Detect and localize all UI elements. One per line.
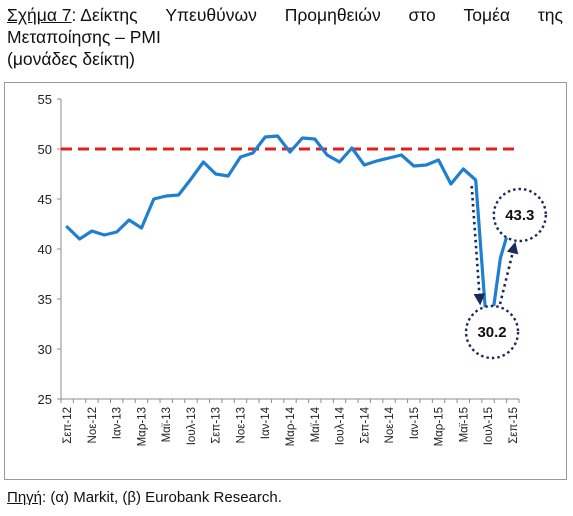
data-point	[437, 159, 440, 161]
data-point	[338, 161, 341, 163]
data-point	[376, 160, 378, 162]
data-point	[413, 165, 415, 167]
data-point	[326, 154, 328, 156]
pmi-series-line	[65, 134, 515, 349]
data-point	[351, 147, 353, 149]
data-point	[400, 154, 403, 156]
data-point	[227, 175, 229, 177]
data-point	[450, 183, 452, 185]
y-tick-label: 40	[38, 242, 52, 257]
x-tick-label: Μαρ-13	[136, 407, 148, 446]
annotation-min-circle	[464, 304, 520, 360]
x-tick-label: Σεπ-12	[62, 407, 74, 444]
title-word: Υπευθύνων	[165, 5, 257, 25]
y-tick-label: 55	[38, 92, 52, 107]
title-word: Προμηθειών	[284, 5, 381, 25]
x-tick-label: Νοε-13	[235, 407, 247, 443]
data-point	[264, 136, 266, 138]
y-tick-label: 25	[38, 392, 52, 407]
annotation-min-label: 30.2	[477, 324, 506, 341]
source-label: Πηγή	[7, 489, 43, 506]
annotation-last-label: 43.3	[505, 207, 534, 224]
x-tick-label: Ιαν-14	[260, 406, 272, 439]
arrow-to-recovery	[498, 241, 519, 305]
x-tick-label: Σεπ-13	[211, 407, 223, 444]
data-point	[215, 173, 217, 175]
data-point	[103, 234, 105, 236]
x-tick-label: Ιουλ-14	[335, 406, 347, 445]
title-word: στο	[408, 5, 436, 25]
data-point	[425, 164, 427, 166]
y-tick-label: 35	[38, 292, 52, 307]
data-point	[239, 156, 242, 158]
data-point	[140, 227, 143, 229]
chart-frame: 25 30 35 40 45 50 55 Σεπ-12 Νοε-12 Ιαν-13 Μαρ-13 Μα…	[4, 82, 567, 480]
x-tick-label: Νοε-14	[384, 406, 396, 443]
chart-subtitle: (μονάδες δείκτη)	[7, 49, 136, 69]
x-tick-label: Μαϊ-15	[458, 407, 470, 442]
data-point	[289, 151, 291, 153]
figure-number: Σχήμα 7	[7, 5, 72, 25]
title-word: της	[537, 5, 563, 25]
data-point	[277, 135, 279, 137]
y-tick-label: 45	[38, 192, 52, 207]
x-tick-label: Σεπ-15	[508, 407, 520, 444]
data-point	[78, 238, 81, 240]
data-point	[66, 226, 68, 228]
title-line-1: Σχήμα 7: Δείκτης Υπευθύνων Προμηθειών στ…	[7, 4, 563, 26]
x-tick-label: Νοε-12	[87, 407, 99, 443]
arrow-to-min	[470, 185, 486, 306]
title-word: : Δείκτης	[71, 5, 138, 25]
x-tick-label: Μαρ-15	[434, 407, 446, 446]
source-text: : (α) Markit, (β) Eurobank Research.	[42, 489, 282, 506]
data-point	[462, 168, 464, 170]
x-tick-label: Μαϊ-14	[310, 406, 322, 442]
title-line-2: Μεταποίησης – PMI	[7, 27, 161, 47]
data-point	[363, 164, 365, 166]
title-word: Τομέα	[463, 5, 511, 25]
x-tick-label: Μαρ-14	[285, 406, 297, 446]
data-point	[388, 157, 390, 159]
data-point	[499, 257, 502, 259]
data-point	[165, 195, 167, 197]
pmi-line-chart: 25 30 35 40 45 50 55 Σεπ-12 Νοε-12 Ιαν-13 Μαρ-13 Μα…	[38, 92, 548, 446]
annotation-last-circle	[492, 187, 548, 243]
data-point	[116, 231, 118, 233]
x-tick-label: Σεπ-14	[359, 406, 371, 443]
data-point	[153, 198, 155, 200]
data-point	[314, 138, 316, 140]
data-point	[301, 137, 303, 139]
x-tick-label: Ιαν-15	[409, 407, 421, 439]
data-point	[128, 219, 130, 221]
y-tick-label: 50	[38, 142, 52, 157]
chart-title: Σχήμα 7: Δείκτης Υπευθύνων Προμηθειών στ…	[7, 4, 563, 70]
data-point	[190, 178, 192, 180]
data-point	[475, 179, 477, 181]
x-tick-label: Ιουλ-15	[483, 407, 495, 445]
data-point	[202, 161, 204, 163]
y-tick-label: 30	[38, 342, 52, 357]
x-tick-label: Μαϊ-13	[161, 407, 173, 442]
data-point	[91, 230, 93, 232]
source-note: Πηγή: (α) Markit, (β) Eurobank Research.	[7, 488, 282, 508]
data-point	[252, 152, 254, 154]
x-tick-label: Ιουλ-13	[186, 407, 198, 445]
x-tick-label: Ιαν-13	[112, 407, 124, 439]
data-point	[177, 194, 180, 196]
